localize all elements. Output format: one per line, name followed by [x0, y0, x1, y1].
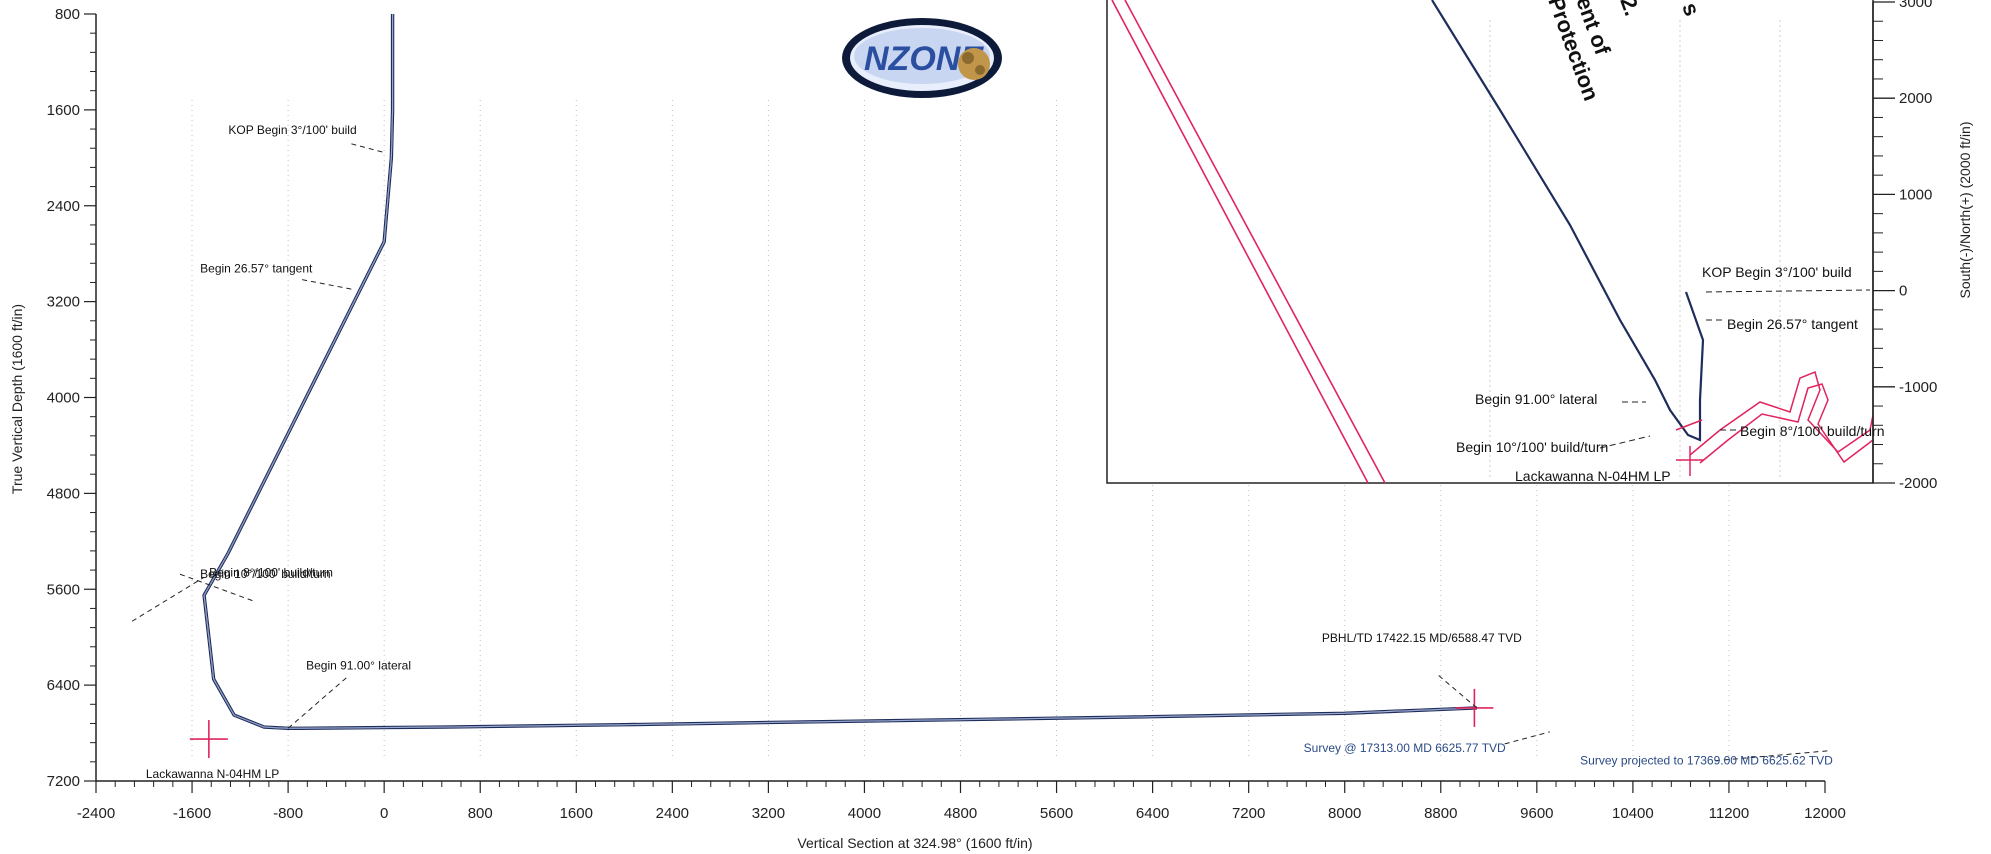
annotation-leader: [1436, 673, 1478, 709]
inset-leaders: [1599, 289, 1871, 449]
main-chart-series: [189, 14, 1494, 759]
annotation-label: Survey projected to 17369.00 MD 6625.62 …: [1580, 754, 1833, 768]
inset-tick-label: -2000: [1899, 475, 1937, 492]
annotation-label: Lackawanna N-04HM LP: [146, 767, 279, 781]
inset-ann-build-10: Begin 10°/100' build/turn: [1456, 439, 1608, 455]
annotation-leader: [1504, 731, 1550, 745]
annotation-leader: [302, 279, 355, 291]
inset-y-axis-title: South(-)/North(+) (2000 ft/in): [1957, 121, 1973, 298]
annotation-label: Begin 8°/100' build/turn: [209, 565, 333, 579]
company-logo: NZONE: [842, 18, 1002, 98]
y-tick-label: 7200: [47, 773, 80, 790]
annotation-leader: [351, 143, 386, 154]
annotation-leader: [1714, 750, 1830, 762]
annotation-label: Begin 26.57° tangent: [200, 262, 313, 276]
inset-tick-label: 0: [1899, 283, 1907, 300]
inset-ann-lateral: Begin 91.00° lateral: [1475, 391, 1597, 407]
inset-tick-label: -1000: [1899, 379, 1937, 396]
y-tick-label: 3200: [47, 294, 80, 311]
annotation-label: Survey @ 17313.00 MD 6625.77 TVD: [1304, 741, 1506, 755]
inset-wellpath: [1431, 0, 1705, 442]
x-tick-label: 4800: [944, 805, 977, 822]
x-tick-label: 7200: [1232, 805, 1265, 822]
inset-ann-tangent: Begin 26.57° tangent: [1727, 316, 1858, 332]
x-tick-label: -1600: [173, 805, 211, 822]
inset-plan-view: KOP Begin 3°/100' build Begin 26.57° tan…: [1106, 0, 1973, 492]
x-tick-label: 10400: [1612, 805, 1654, 822]
main-chart-axes: 800 1600 2400 3200 4000 4800 5600 6400 7200 -2400…: [47, 6, 1846, 822]
annotation-leader: [179, 573, 255, 602]
y-tick-label: 2400: [47, 198, 80, 215]
x-tick-label: 800: [468, 805, 493, 822]
inset-target-path: [1675, 370, 1874, 464]
wellpath-series-core: [203, 14, 1477, 729]
y-tick-label: 6400: [47, 677, 80, 694]
x-tick-label: 11200: [1709, 805, 1750, 822]
x-tick-label: -800: [273, 805, 303, 822]
y-tick-label: 5600: [47, 581, 80, 598]
inset-ann-lp: Lackawanna N-04HM LP: [1515, 468, 1671, 484]
annotation-label: Begin 10°/100' build/turn: [200, 567, 331, 581]
inset-grid: [1489, 20, 1781, 480]
inset-tick-label: 3000: [1899, 0, 1932, 11]
annotation-leader: [287, 675, 349, 729]
x-tick-label: 5600: [1040, 805, 1073, 822]
inset-target-marker: [1676, 446, 1704, 476]
annotation-label: Begin 91.00° lateral: [306, 658, 411, 672]
x-tick-label: 8000: [1328, 805, 1361, 822]
y-tick-label: 1600: [47, 102, 80, 119]
annotation-leader: [131, 576, 205, 622]
y-axis-title: True Vertical Depth (1600 ft/in): [9, 304, 25, 494]
x-tick-label: 0: [380, 805, 388, 822]
x-tick-label: 8800: [1424, 805, 1457, 822]
inset-tick-label: 2000: [1899, 90, 1932, 107]
x-axis-title: Vertical Section at 324.98° (1600 ft/in): [797, 835, 1032, 851]
y-tick-label: 4800: [47, 485, 80, 502]
annotation-label: PBHL/TD 17422.15 MD/6588.47 TVD: [1322, 631, 1522, 645]
y-tick-label: 800: [55, 6, 80, 23]
y-tick-label: 4000: [47, 390, 80, 407]
x-tick-label: 2400: [656, 805, 689, 822]
main-chart-annotations: KOP Begin 3°/100' build Begin 26.57° tang…: [131, 123, 1833, 781]
annotation-label: KOP Begin 3°/100' build: [228, 123, 356, 137]
x-tick-label: 4000: [848, 805, 881, 822]
inset-ann-build-8: Begin 8°/100' build/turn: [1740, 423, 1884, 439]
x-tick-label: 1600: [560, 805, 593, 822]
x-tick-label: 3200: [752, 805, 785, 822]
inset-lease-boundary: [1111, 0, 1386, 484]
inset-tick-label: 1000: [1899, 186, 1932, 203]
inset-right-axis: 3000 2000 1000 0 -1000 -2000: [1872, 0, 1937, 492]
x-tick-label: -2400: [77, 805, 115, 822]
x-tick-label: 6400: [1136, 805, 1169, 822]
x-tick-label: 9600: [1520, 805, 1553, 822]
inset-ann-kop: KOP Begin 3°/100' build: [1702, 264, 1852, 280]
x-tick-label: 12000: [1804, 805, 1846, 822]
